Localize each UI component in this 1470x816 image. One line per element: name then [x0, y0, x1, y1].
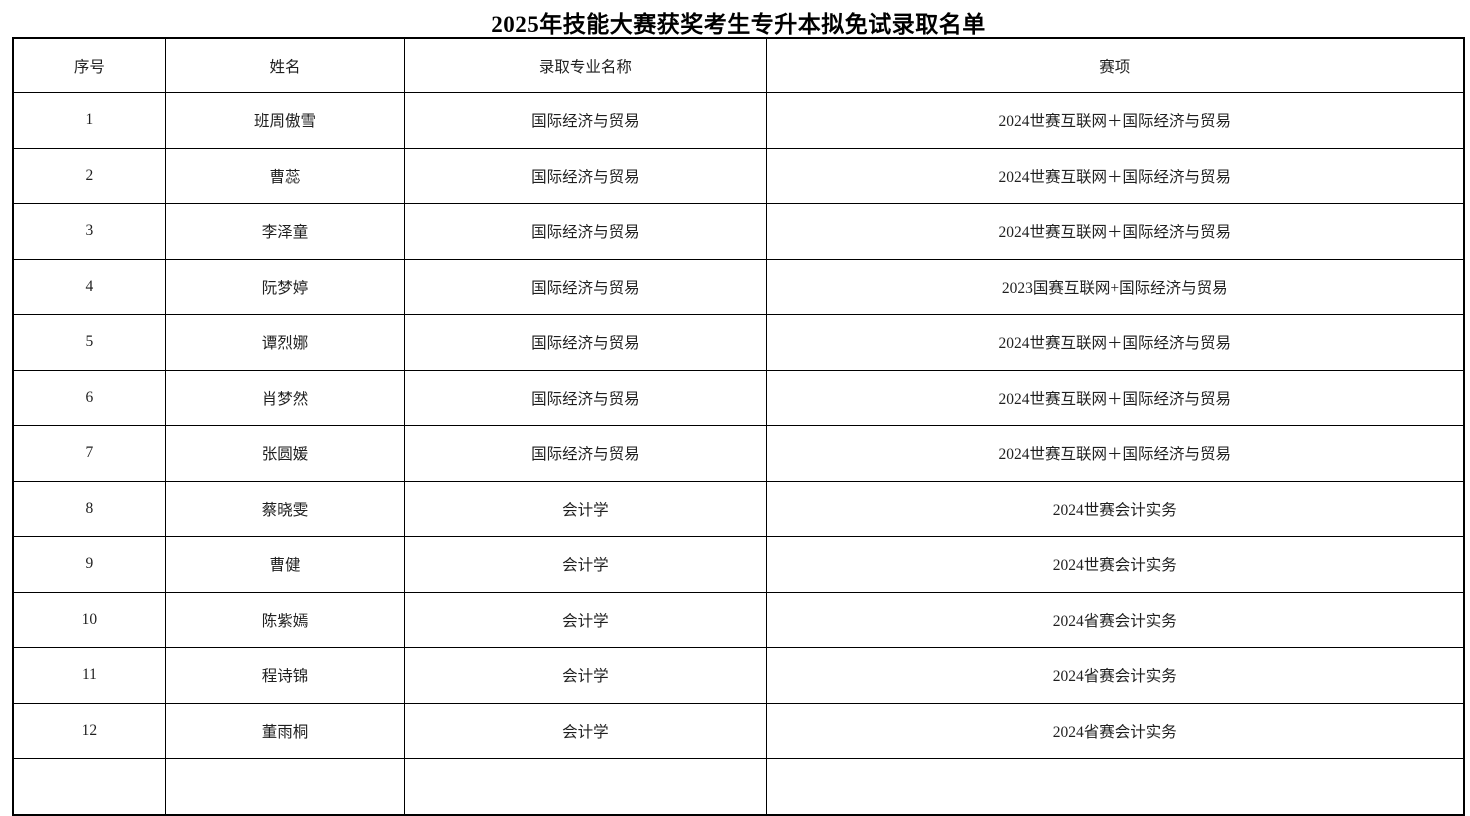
table-row: 6 肖梦然 国际经济与贸易 2024世赛互联网＋国际经济与贸易: [12, 369, 1465, 426]
table-cell-index: 9: [12, 536, 166, 593]
table-cell-event: 2024世赛会计实务: [765, 480, 1465, 537]
table-cell-index: 11: [12, 647, 166, 704]
table-cell-index: 8: [12, 480, 166, 537]
table-cell-event: 2024世赛互联网＋国际经济与贸易: [765, 92, 1465, 149]
table-cell-major: 会计学: [404, 702, 767, 759]
table-body: 1 班周傲雪 国际经济与贸易 2024世赛互联网＋国际经济与贸易 2 曹蕊 国际经济与贸易 2…: [12, 92, 1465, 759]
table-cell-major: 国际经济与贸易: [404, 314, 767, 371]
table-cell-event: 2024省赛会计实务: [765, 702, 1465, 759]
table-row: 9 曹健 会计学 2024世赛会计实务: [12, 536, 1465, 593]
table-cell-empty: [765, 758, 1465, 815]
table-cell-major: 国际经济与贸易: [404, 92, 767, 149]
table-cell-index: 6: [12, 369, 166, 426]
admission-roster-table: 序号 姓名 录取专业名称 赛项 1 班周傲雪 国际经济与贸易 2024世赛互联网＋国际…: [12, 37, 1465, 816]
column-header-index: 序号: [12, 37, 166, 93]
table-row: 1 班周傲雪 国际经济与贸易 2024世赛互联网＋国际经济与贸易: [12, 92, 1465, 149]
table-row: 3 李泽童 国际经济与贸易 2024世赛互联网＋国际经济与贸易: [12, 203, 1465, 260]
table-cell-event: 2024世赛互联网＋国际经济与贸易: [765, 203, 1465, 260]
table-cell-name: 阮梦婷: [164, 258, 406, 315]
table-row: 8 蔡晓雯 会计学 2024世赛会计实务: [12, 480, 1465, 537]
table-cell-name: 班周傲雪: [164, 92, 406, 149]
table-cell-major: 会计学: [404, 480, 767, 537]
table-cell-index: 12: [12, 702, 166, 759]
table-cell-event: 2024世赛互联网＋国际经济与贸易: [765, 314, 1465, 371]
table-cell-major: 国际经济与贸易: [404, 147, 767, 204]
column-header-major: 录取专业名称: [404, 37, 767, 93]
column-header-event: 赛项: [765, 37, 1465, 93]
table-cell-empty: [164, 758, 406, 815]
table-cell-name: 陈紫嫣: [164, 591, 406, 648]
table-cell-name: 曹蕊: [164, 147, 406, 204]
table-cell-major: 会计学: [404, 591, 767, 648]
table-cell-index: 2: [12, 147, 166, 204]
table-cell-major: 国际经济与贸易: [404, 258, 767, 315]
table-cell-name: 蔡晓雯: [164, 480, 406, 537]
table-row: 5 谭烈娜 国际经济与贸易 2024世赛互联网＋国际经济与贸易: [12, 314, 1465, 371]
table-row: 12 董雨桐 会计学 2024省赛会计实务: [12, 702, 1465, 759]
page-title: 2025年技能大赛获奖考生专升本拟免试录取名单: [491, 12, 986, 37]
table-cell-name: 程诗锦: [164, 647, 406, 704]
table-cell-index: 5: [12, 314, 166, 371]
table-cell-major: 国际经济与贸易: [404, 203, 767, 260]
table-row: 10 陈紫嫣 会计学 2024省赛会计实务: [12, 591, 1465, 648]
table-partial-next-row: [12, 758, 1465, 815]
table-cell-name: 董雨桐: [164, 702, 406, 759]
table-cell-name: 肖梦然: [164, 369, 406, 426]
table-cell-event: 2024世赛互联网＋国际经济与贸易: [765, 425, 1465, 482]
table-header-row: 序号 姓名 录取专业名称 赛项: [12, 37, 1465, 93]
table-cell-name: 谭烈娜: [164, 314, 406, 371]
table-cell-event: 2024世赛互联网＋国际经济与贸易: [765, 369, 1465, 426]
table-cell-event: 2024世赛会计实务: [765, 536, 1465, 593]
table-cell-major: 国际经济与贸易: [404, 369, 767, 426]
table-cell-index: 7: [12, 425, 166, 482]
table-cell-index: 4: [12, 258, 166, 315]
table-cell-index: 3: [12, 203, 166, 260]
table-cell-index: 1: [12, 92, 166, 149]
table-cell-event: 2024世赛互联网＋国际经济与贸易: [765, 147, 1465, 204]
table-cell-event: 2023国赛互联网+国际经济与贸易: [765, 258, 1465, 315]
table-row: 11 程诗锦 会计学 2024省赛会计实务: [12, 647, 1465, 704]
table-cell-major: 国际经济与贸易: [404, 425, 767, 482]
table-row: 2 曹蕊 国际经济与贸易 2024世赛互联网＋国际经济与贸易: [12, 147, 1465, 204]
table-cell-name: 张圆媛: [164, 425, 406, 482]
table-cell-index: 10: [12, 591, 166, 648]
table-cell-event: 2024省赛会计实务: [765, 647, 1465, 704]
column-header-name: 姓名: [164, 37, 406, 93]
table-cell-empty: [12, 758, 166, 815]
table-cell-event: 2024省赛会计实务: [765, 591, 1465, 648]
table-cell-major: 会计学: [404, 536, 767, 593]
table-cell-name: 曹健: [164, 536, 406, 593]
table-row: 4 阮梦婷 国际经济与贸易 2023国赛互联网+国际经济与贸易: [12, 258, 1465, 315]
table-cell-empty: [404, 758, 767, 815]
table-cell-major: 会计学: [404, 647, 767, 704]
table-row: 7 张圆媛 国际经济与贸易 2024世赛互联网＋国际经济与贸易: [12, 425, 1465, 482]
table-cell-name: 李泽童: [164, 203, 406, 260]
